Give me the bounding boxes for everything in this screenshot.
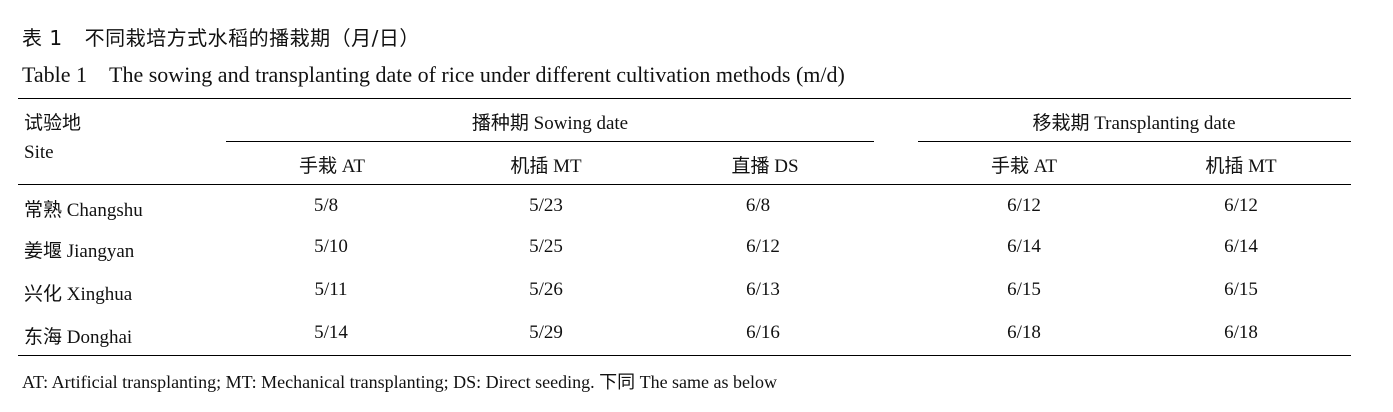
header-col-sowing-ds: 直播 DS — [731, 156, 799, 177]
table-footnote: AT: Artificial transplanting; MT: Mechan… — [22, 372, 778, 392]
table-cell: 5/26 — [529, 279, 563, 300]
table-cell: 5/10 — [314, 236, 348, 257]
header-site-en: Site — [24, 142, 54, 163]
sowing-group-rule — [226, 141, 874, 142]
table-cell: 6/16 — [746, 322, 780, 343]
table-title-zh: 不同栽培方式水稻的播栽期（月/日） — [84, 26, 420, 50]
table-row-site: 常熟 Changshu — [24, 200, 143, 221]
header-col-transplanting-mt: 机插 MT — [1205, 156, 1277, 177]
header-col-sowing-at: 手栽 AT — [299, 156, 365, 177]
table-cell: 6/8 — [745, 195, 771, 216]
header-bottom-rule — [18, 184, 1351, 185]
table-cell: 6/12 — [1224, 195, 1258, 216]
table-cell: 6/14 — [1007, 236, 1041, 257]
table-caption-zh: 表 1 不同栽培方式水稻的播栽期（月/日） — [22, 22, 420, 51]
header-sowing-group: 播种期 Sowing date — [471, 113, 629, 134]
table-cell: 6/12 — [746, 236, 780, 257]
table-row-site: 姜堰 Jiangyan — [24, 241, 135, 262]
top-rule — [18, 98, 1351, 99]
table-cell: 6/13 — [746, 279, 780, 300]
transplanting-group-rule — [918, 141, 1351, 142]
table-cell: 5/23 — [529, 195, 563, 216]
table-number-en: Table 1 — [22, 62, 88, 87]
table-cell: 6/14 — [1224, 236, 1258, 257]
table-row-site: 兴化 Xinghua — [24, 284, 133, 305]
table-cell: 6/18 — [1224, 322, 1258, 343]
table-caption-en: Table 1 The sowing and transplanting date… — [22, 62, 845, 88]
table-cell: 5/11 — [314, 279, 348, 300]
header-col-sowing-mt: 机插 MT — [510, 156, 582, 177]
header-transplanting-group: 移栽期 Transplanting date — [1032, 113, 1236, 134]
table-row-site: 东海 Donghai — [24, 327, 133, 348]
table-cell: 6/12 — [1007, 195, 1041, 216]
table-cell: 6/15 — [1224, 279, 1258, 300]
header-col-transplanting-at: 手栽 AT — [991, 156, 1057, 177]
table-cell: 5/29 — [529, 322, 563, 343]
table-number-zh: 表 1 — [22, 26, 63, 50]
table-cell: 5/14 — [314, 322, 348, 343]
table-cell: 5/25 — [529, 236, 563, 257]
table-cell: 6/15 — [1007, 279, 1041, 300]
header-site-zh: 试验地 — [24, 113, 82, 134]
table-title-en: The sowing and transplanting date of ric… — [109, 62, 845, 87]
bottom-rule — [18, 355, 1351, 356]
table-cell: 5/8 — [313, 195, 339, 216]
table-cell: 6/18 — [1007, 322, 1041, 343]
